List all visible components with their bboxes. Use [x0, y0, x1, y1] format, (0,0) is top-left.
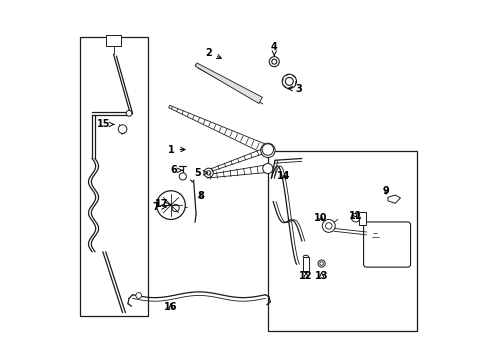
Circle shape [179, 173, 186, 180]
Text: 5: 5 [193, 168, 207, 178]
Bar [106, 35, 121, 45]
Circle shape [262, 144, 273, 155]
Circle shape [269, 57, 279, 67]
Circle shape [203, 168, 213, 177]
Circle shape [118, 125, 126, 134]
Text: 3: 3 [287, 84, 301, 94]
Bar [359, 212, 365, 225]
Circle shape [282, 74, 296, 89]
Text: 2: 2 [205, 48, 221, 59]
Text: 17: 17 [154, 199, 170, 210]
Polygon shape [208, 147, 268, 172]
Circle shape [206, 171, 210, 175]
Text: 14: 14 [277, 171, 290, 181]
Bar [267, 151, 416, 330]
Circle shape [351, 213, 359, 222]
Polygon shape [168, 105, 267, 154]
Circle shape [322, 220, 335, 232]
Text: 15: 15 [97, 120, 114, 129]
Text: 4: 4 [270, 42, 277, 55]
Text: 8: 8 [197, 191, 204, 201]
FancyBboxPatch shape [363, 222, 410, 267]
Text: 12: 12 [299, 271, 312, 281]
Circle shape [156, 191, 185, 220]
Circle shape [317, 260, 325, 267]
Text: 13: 13 [314, 271, 327, 281]
Circle shape [262, 163, 272, 174]
Polygon shape [206, 165, 268, 178]
Circle shape [325, 223, 331, 229]
Text: 1: 1 [167, 144, 184, 154]
Text: 11: 11 [348, 211, 362, 221]
Bar [303, 257, 308, 271]
Circle shape [319, 262, 323, 265]
Circle shape [172, 204, 179, 212]
Polygon shape [195, 63, 262, 104]
Text: 7: 7 [152, 202, 166, 212]
Polygon shape [387, 195, 400, 203]
Bar [80, 37, 147, 316]
Text: 16: 16 [164, 302, 177, 312]
Text: 9: 9 [382, 186, 389, 196]
Circle shape [136, 293, 142, 298]
Circle shape [260, 143, 275, 158]
Circle shape [271, 59, 276, 64]
Circle shape [285, 77, 293, 85]
Text: 10: 10 [313, 213, 326, 222]
Circle shape [126, 111, 132, 116]
Text: 6: 6 [170, 165, 183, 175]
